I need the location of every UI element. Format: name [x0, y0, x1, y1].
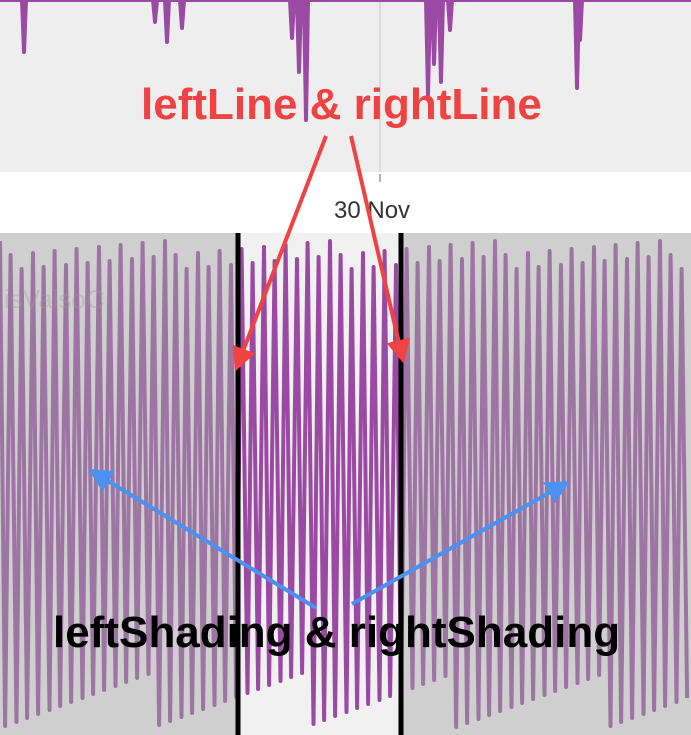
lines-annotation-label: leftLine & rightLine: [141, 80, 542, 129]
range-selector[interactable]: isValsoC: [0, 233, 691, 735]
main-series-line: [0, 0, 691, 122]
right-shading[interactable]: [401, 233, 691, 735]
watermark-text: isValsoC: [4, 284, 105, 314]
x-axis-strip: [0, 172, 691, 233]
x-tick-label: 30 Nov: [334, 197, 411, 224]
main-chart: [0, 0, 691, 172]
shading-annotation-label: leftShading & rightShading: [53, 608, 621, 657]
